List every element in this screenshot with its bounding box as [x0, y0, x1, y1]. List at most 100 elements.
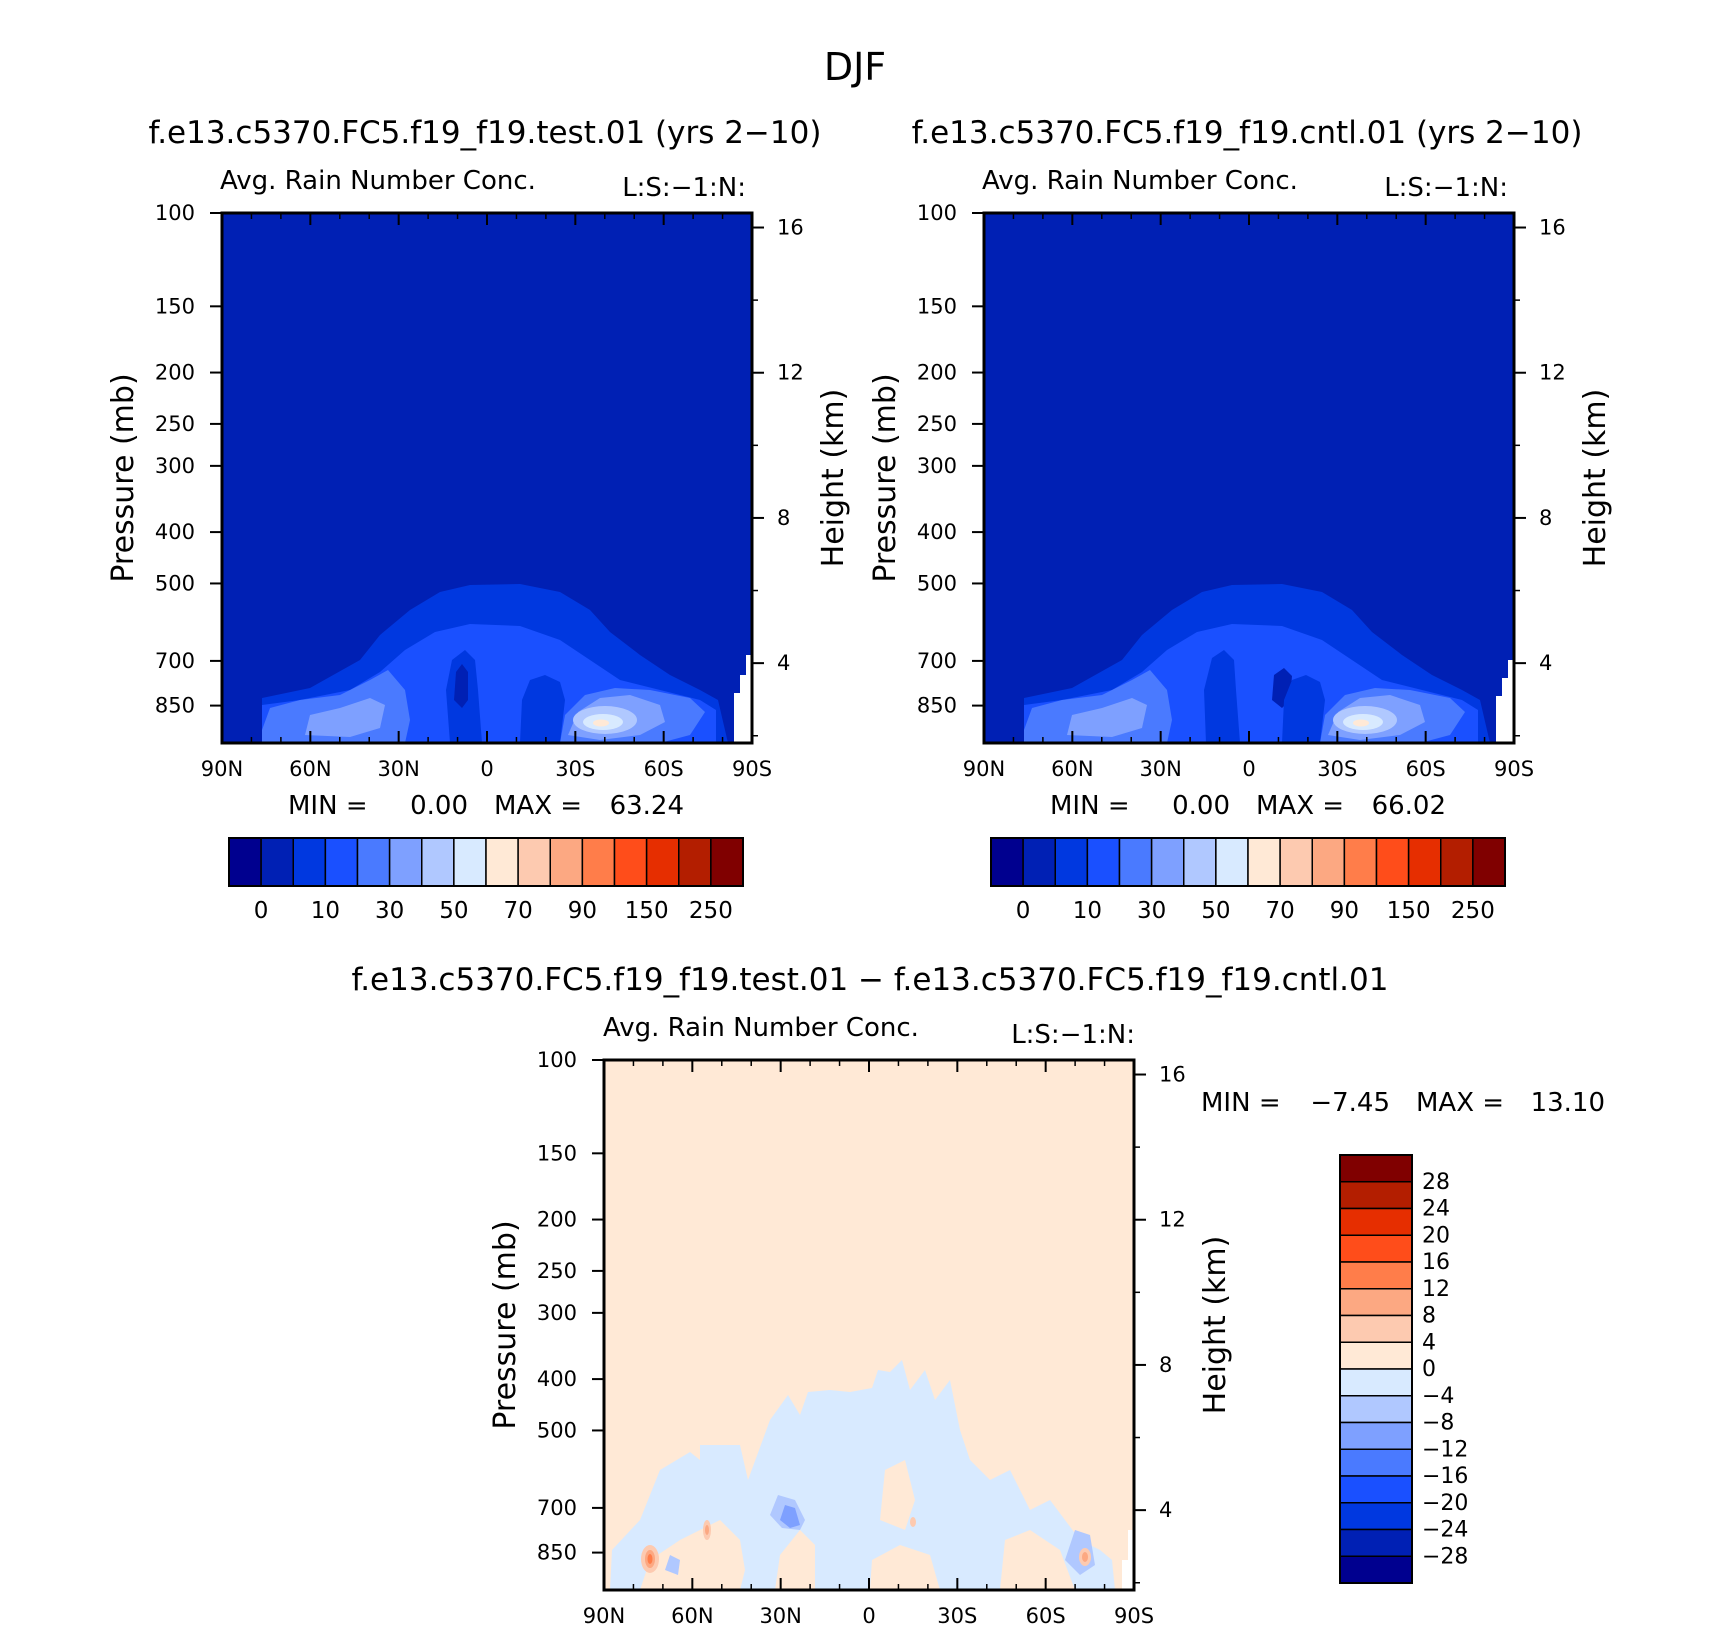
colorbar-box — [1118, 837, 1153, 887]
y-tick-label: 200 — [917, 361, 957, 385]
plot-area — [604, 1060, 1134, 1590]
contour-band — [1082, 1552, 1088, 1562]
axes: 90N 60N 30N 0 30S 60S 90S 100 150 200 250 300 400 500… — [917, 201, 1566, 781]
colorbar-frame — [228, 837, 744, 887]
colorbar-label: −20 — [1422, 1491, 1468, 1516]
contour-band — [1000, 1530, 1075, 1590]
y2-axis-label: Height (km) — [816, 389, 851, 568]
contour-band — [520, 675, 565, 743]
panel-control: f.e13.c5370.FC5.f19_f19.cntl.01 (yrs 2−1… — [868, 115, 1613, 924]
max-label: MAX = — [1416, 1088, 1504, 1118]
x-tick-label: 90N — [201, 757, 243, 781]
y-tick-label: 500 — [155, 571, 195, 595]
colorbar-box — [1343, 837, 1378, 887]
x-tick-label: 60N — [1051, 757, 1093, 781]
y2-axis-label: Height (km) — [1578, 389, 1613, 568]
y-axis-label: Pressure (mb) — [868, 373, 903, 582]
x-tick-label: 30N — [759, 1604, 801, 1626]
min-value: −7.45 — [1310, 1088, 1390, 1118]
colorbar-box — [581, 837, 616, 887]
x-tick-label: 0 — [480, 757, 493, 781]
colorbar-box — [1339, 1341, 1413, 1370]
y-tick-label: 200 — [155, 361, 195, 385]
panel-title: f.e13.c5370.FC5.f19_f19.cntl.01 (yrs 2−1… — [912, 115, 1583, 151]
y-tick-label: 700 — [537, 1496, 577, 1520]
colorbar-box — [1183, 837, 1217, 887]
panel-subtitle: Avg. Rain Number Conc. — [220, 166, 536, 196]
colorbar-box — [292, 837, 327, 887]
colorbar-box — [1375, 837, 1410, 887]
min-value: 0.00 — [410, 791, 468, 821]
max-value: 63.24 — [610, 791, 684, 821]
colorbar-box — [549, 837, 584, 887]
y2-tick-label: 8 — [1539, 506, 1552, 530]
colorbar-box — [1472, 837, 1506, 887]
colorbar-label: 70 — [1265, 898, 1294, 924]
contour-band — [1204, 650, 1240, 743]
contour-band — [1067, 698, 1147, 737]
min-value: 0.00 — [1172, 791, 1230, 821]
y-tick-label: 500 — [537, 1418, 577, 1442]
y-tick-label: 150 — [155, 294, 195, 318]
colorbar-label: 50 — [1201, 898, 1230, 924]
y-tick-label: 300 — [155, 454, 195, 478]
x-tick-label: 90N — [963, 757, 1005, 781]
contour-band — [780, 1505, 800, 1528]
y2-tick-label: 12 — [1159, 1208, 1186, 1232]
colorbar-label: 20 — [1422, 1223, 1450, 1248]
colorbar-box — [1339, 1395, 1413, 1424]
panel-subtitle: Avg. Rain Number Conc. — [603, 1013, 919, 1043]
contour-band — [870, 1545, 940, 1590]
y-tick-label: 100 — [155, 201, 195, 225]
colorbar-label: 4 — [1422, 1330, 1436, 1355]
y-tick-label: 300 — [537, 1301, 577, 1325]
y-tick-label: 100 — [537, 1048, 577, 1072]
colorbar-box — [1311, 837, 1346, 887]
colorbar-box — [1339, 1368, 1413, 1397]
colorbar-box — [421, 837, 455, 887]
colorbar-box — [1339, 1207, 1413, 1236]
x-tick-label: 90N — [583, 1604, 625, 1626]
x-tick-label: 0 — [1242, 757, 1255, 781]
colorbar-box — [1339, 1288, 1413, 1317]
x-tick-label: 30N — [1139, 757, 1181, 781]
contour-band — [880, 1460, 915, 1530]
colorbar-box — [1339, 1154, 1413, 1183]
panel-label-right: L:S:−1:N: — [1011, 1020, 1135, 1050]
y-axis-label: Pressure (mb) — [106, 373, 141, 582]
y-tick-label: 100 — [917, 201, 957, 225]
y-tick-label: 850 — [537, 1541, 577, 1565]
colorbar-label: 0 — [254, 898, 269, 924]
y2-tick-label: 8 — [1159, 1353, 1172, 1377]
y2-tick-label: 4 — [777, 651, 790, 675]
colorbar-label: 10 — [311, 898, 340, 924]
y-tick-label: 850 — [155, 694, 195, 718]
x-tick-label: 90S — [1494, 757, 1534, 781]
colorbar: 0 10 30 50 70 90 150 250 — [228, 837, 744, 924]
min-label: MIN = — [1201, 1088, 1281, 1118]
colorbar-box — [1339, 1502, 1413, 1531]
colorbar-box — [1339, 1528, 1413, 1557]
y-tick-label: 500 — [917, 571, 957, 595]
colorbar-label: −24 — [1422, 1518, 1468, 1543]
colorbar-label: 30 — [1137, 898, 1166, 924]
colorbar-label: 0 — [1016, 898, 1031, 924]
colorbar-label: 90 — [568, 898, 597, 924]
colorbar-label: 150 — [625, 898, 669, 924]
colorbar-box — [678, 837, 712, 887]
y-tick-label: 300 — [917, 454, 957, 478]
contour-band — [705, 1525, 709, 1535]
axes: 90N 60N 30N 0 30S 60S 90S 100 150 200 250 300 400 500… — [537, 1048, 1186, 1626]
colorbar-box — [1407, 837, 1442, 887]
contour-band — [665, 1555, 680, 1575]
missing-region — [1122, 1530, 1134, 1590]
colorbar-box — [1339, 1475, 1413, 1504]
colorbar-label: 8 — [1422, 1304, 1436, 1329]
panel-difference: f.e13.c5370.FC5.f19_f19.test.01 − f.e13.… — [352, 962, 1605, 1626]
colorbar-label: 150 — [1387, 898, 1431, 924]
x-tick-label: 60N — [289, 757, 331, 781]
y2-tick-label: 8 — [777, 506, 790, 530]
y2-tick-label: 16 — [777, 216, 804, 240]
axes: 90N 60N 30N 0 30S 60S 90S 100 150 200 250 300 400 500… — [155, 201, 804, 781]
colorbar-frame — [990, 837, 1506, 887]
